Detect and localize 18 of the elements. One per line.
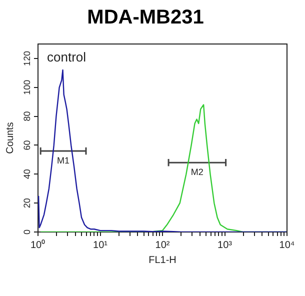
y-axis-title: Counts bbox=[4, 122, 16, 154]
y-tick-label: 80 bbox=[22, 111, 32, 122]
x-tick-label: 10⁴ bbox=[279, 240, 295, 251]
y-tick-label: 0 bbox=[22, 229, 32, 235]
chart-title: MDA-MB231 bbox=[87, 6, 204, 29]
x-tick-label: 10⁰ bbox=[30, 238, 46, 251]
y-tick-label: 40 bbox=[22, 169, 32, 180]
annotation: control bbox=[47, 50, 86, 65]
x-tick-label: 10¹ bbox=[93, 240, 108, 251]
annotation: M1 bbox=[57, 156, 70, 166]
y-tick-label: 120 bbox=[22, 50, 32, 66]
x-axis-title: FL1-H bbox=[148, 254, 176, 266]
y-tick-label: 20 bbox=[22, 198, 32, 208]
annotation: M2 bbox=[190, 167, 204, 178]
x-tick-label: 10³ bbox=[218, 240, 233, 251]
y-tick-label: 100 bbox=[22, 80, 32, 95]
y-tick-label: 60 bbox=[22, 140, 32, 150]
x-tick-label: 10² bbox=[155, 240, 170, 251]
